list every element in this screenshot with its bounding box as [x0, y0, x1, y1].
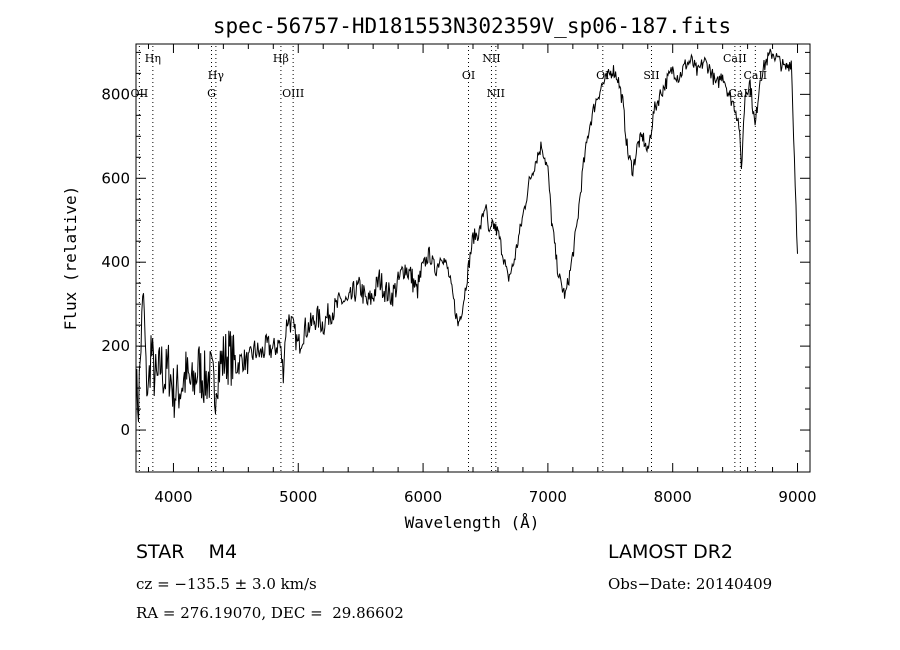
spectral-line-label-12: CaII	[729, 87, 753, 100]
spectral-line-label-6: OI	[462, 69, 475, 82]
spectral-line-label-8: NII	[487, 87, 505, 100]
y-tick-label-3: 600	[101, 169, 130, 187]
spectral-line-label-2: Hγ	[208, 69, 225, 82]
spectral-line-markers: Hη OII Hγ G Hβ OIII OI NII NII OI SII CaII CaII CaII	[131, 46, 767, 472]
spectral-line-label-13: CaII	[743, 69, 767, 82]
spectrum-series-line	[135, 48, 798, 422]
y-tick-label-2: 400	[101, 253, 130, 271]
object-class: STAR M4	[136, 541, 238, 563]
x-axis-label: Wavelength (Å)	[405, 513, 540, 532]
spectral-line-label-7: NII	[482, 52, 500, 65]
x-tick-label-4: 8000	[654, 488, 692, 506]
redshift-value: cz = −135.5 ± 3.0 km/s	[136, 575, 317, 593]
survey-name: LAMOST DR2	[608, 541, 733, 563]
spectral-line-label-5: OIII	[282, 87, 304, 100]
x-tick-label-2: 6000	[404, 488, 442, 506]
x-tick-label-0: 4000	[154, 488, 192, 506]
spectral-line-label-4: Hβ	[273, 52, 289, 65]
spectral-line-label-10: SII	[643, 69, 659, 82]
y-tick-label-0: 0	[120, 421, 130, 439]
spectral-line-label-11: CaII	[723, 52, 747, 65]
chart-title: spec-56757-HD181553N302359V_sp06-187.fit…	[213, 14, 731, 38]
spectral-line-label-3: G	[207, 87, 216, 100]
spectral-line-label-9: OI	[596, 69, 609, 82]
y-axis-label: Flux (relative)	[61, 186, 80, 331]
x-tick-label-5: 9000	[778, 488, 816, 506]
y-tick-label-1: 200	[101, 337, 130, 355]
x-tick-label-1: 5000	[279, 488, 317, 506]
observation-date: Obs−Date: 20140409	[608, 575, 773, 593]
x-tick-label-3: 7000	[529, 488, 567, 506]
spectral-line-label-1: OII	[131, 87, 149, 100]
coordinates: RA = 276.19070, DEC = 29.86602	[136, 604, 404, 622]
axes: 4000 5000 6000 7000 8000 9000 0 200 400 600 800	[101, 44, 817, 506]
y-tick-label-4: 800	[101, 85, 130, 103]
plot-frame	[135, 43, 811, 473]
spectral-line-label-0: Hη	[145, 52, 161, 65]
